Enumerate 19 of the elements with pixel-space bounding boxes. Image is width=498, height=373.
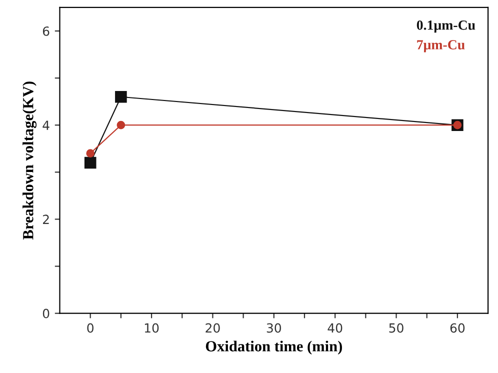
x-tick-label: 30 — [266, 323, 282, 333]
x-tick-label: 40 — [328, 323, 342, 333]
x-tick-label: 0 — [87, 323, 94, 333]
x-tick-label: 20 — [206, 323, 220, 333]
point — [86, 149, 95, 158]
point — [116, 120, 126, 130]
y-axis-title: Breakdown voltage(KV) — [22, 82, 37, 240]
x-axis-title: Oxidation time (min) — [206, 340, 342, 355]
point — [84, 156, 96, 169]
y-tick-label: 4 — [42, 120, 50, 130]
text: 7μm-Cu — [417, 40, 465, 52]
x-tick-label: 50 — [389, 323, 404, 333]
x-tick-label: 60 — [450, 323, 465, 333]
y-tick-label: 0 — [42, 308, 50, 318]
y-tick-label: 6 — [42, 26, 50, 36]
y-tick-label: 2 — [43, 214, 49, 224]
x-tick-label: 10 — [144, 323, 159, 333]
point — [115, 90, 127, 103]
text: 0.1μm-Cu — [416, 20, 476, 33]
